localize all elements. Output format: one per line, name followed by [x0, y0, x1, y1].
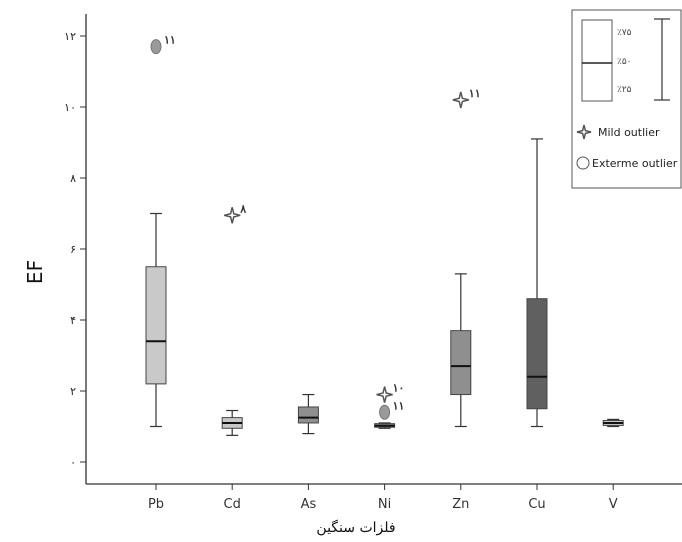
x-tick-label: Pb [148, 497, 164, 512]
mild-outlier-marker [452, 91, 469, 109]
outlier-label: ۸ [239, 202, 246, 215]
y-tick-label: ۶ [70, 243, 76, 256]
extreme-outlier-marker [150, 39, 162, 55]
legend-extreme-marker [576, 156, 590, 170]
legend-extreme-label: Exterme outlier [592, 157, 678, 170]
y-tick-label: ۸ [70, 172, 76, 185]
x-tick-label: Zn [452, 497, 469, 512]
box-as [297, 393, 319, 435]
mild-outlier-marker [576, 124, 592, 140]
y-tick-label: ۱۲ [64, 30, 76, 43]
x-tick-label: Cd [224, 497, 241, 512]
outlier-cd: ۸ [224, 202, 246, 224]
box-body [526, 298, 548, 410]
legend-percentile-label: ٪۷۵ [617, 28, 632, 38]
x-tick-label: V [609, 497, 618, 512]
x-tick-label: Cu [528, 497, 545, 512]
box-cd [221, 409, 243, 436]
axes: ۰ ۲ ۴ ۶ ۸ ۱۰ ۱۲ Pb Cd As Ni Zn Cu V [64, 14, 682, 512]
mild-outlier-marker [376, 386, 393, 403]
outlier-zn: ۱۱ [452, 87, 481, 109]
x-tick-label: Ni [378, 497, 391, 512]
box-body [297, 406, 319, 424]
legend: ٪۷۵ ٪۵۰ ٪۲۵ Mild outlier Exterme outlier [571, 9, 682, 189]
mild-outlier-marker [224, 207, 241, 224]
outlier-ni: ۱۱ [379, 399, 405, 420]
box-ni [374, 422, 396, 429]
y-tick-label: ۴ [70, 314, 76, 327]
outlier-label: ۱۱ [164, 34, 176, 47]
legend-mild-label: Mild outlier [598, 126, 660, 139]
legend-box-sample [581, 19, 613, 102]
box-cu [526, 138, 548, 428]
outlier-label: ۱۱ [469, 87, 481, 100]
outliers-group: ۱۱ ۸ ۱۰ ۱۱ ۱۱ [150, 34, 481, 420]
outlier-pb: ۱۱ [150, 34, 176, 55]
outlier-label: ۱۱ [393, 399, 405, 412]
extreme-outlier-marker [379, 404, 391, 420]
y-tick-label: ۰ [70, 456, 76, 469]
box-body [145, 266, 167, 385]
box-pb [145, 212, 167, 428]
x-tick-label: As [301, 497, 317, 512]
box-zn [450, 273, 472, 428]
y-tick-label: ۱۰ [64, 101, 76, 114]
outlier-ni: ۱۰ [376, 382, 405, 403]
box-v [602, 418, 624, 428]
legend-percentile-label: ٪۵۰ [617, 57, 632, 67]
y-axis-label: EF [23, 260, 47, 284]
y-tick-label: ۲ [70, 385, 76, 398]
boxes-group [145, 138, 624, 436]
box-body [450, 330, 472, 396]
x-axis-label: فلزات سنگین [316, 519, 395, 536]
outlier-label: ۱۰ [393, 382, 405, 395]
legend-percentile-label: ٪۲۵ [617, 85, 632, 95]
